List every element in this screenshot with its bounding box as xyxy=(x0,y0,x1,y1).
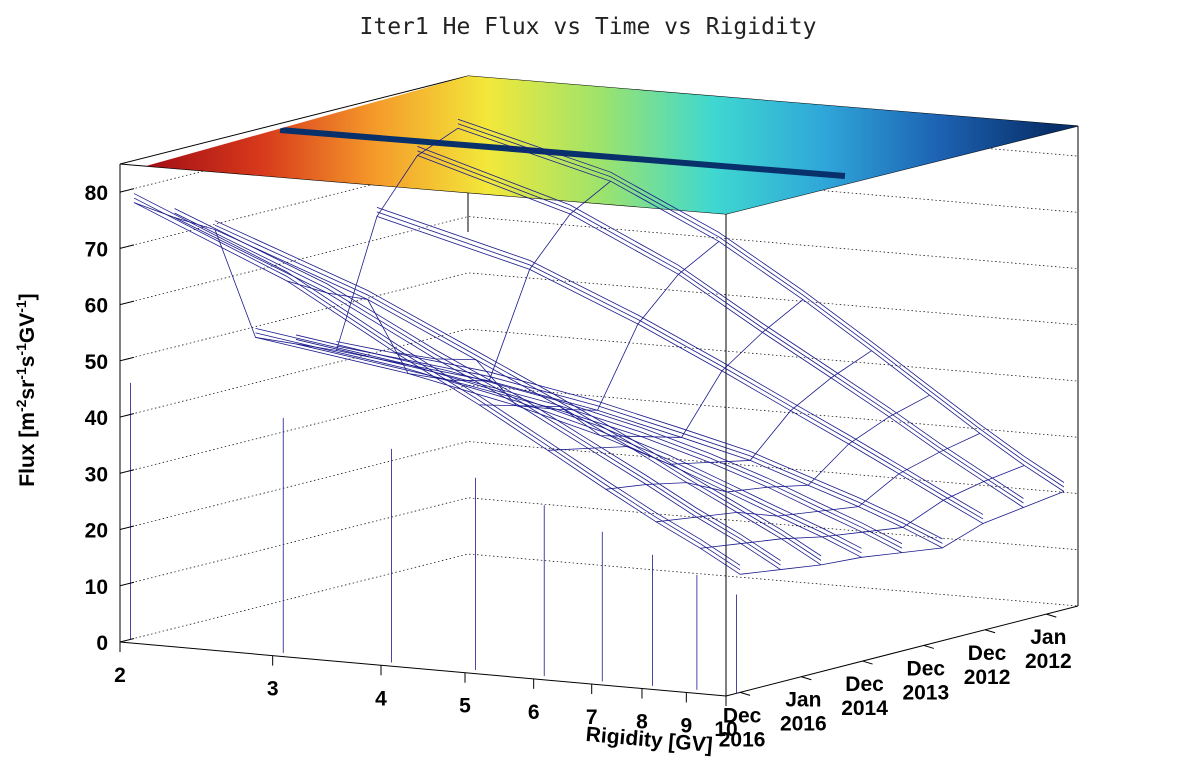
surface-line xyxy=(417,150,1024,504)
surface-line xyxy=(174,212,781,566)
surface-line xyxy=(255,328,862,549)
surface-line xyxy=(133,197,741,571)
z-tick xyxy=(119,244,135,249)
surface-line xyxy=(457,123,1065,488)
x-axis: 2 3 4 5 6 7 8 9 10 xyxy=(114,642,738,741)
z-tick xyxy=(119,525,135,531)
top-map-dark-band xyxy=(279,127,846,179)
gridline xyxy=(119,328,1079,418)
x-tick-label: 6 xyxy=(528,701,540,724)
surface-line xyxy=(255,332,862,554)
z-axis-label: Flux [m-2sr-1s-1GV-1] xyxy=(13,293,39,486)
time-tick xyxy=(1046,613,1057,618)
time-tick-label: Dec 2016 xyxy=(719,704,766,751)
time-tick xyxy=(984,629,996,634)
gridline xyxy=(119,553,1079,643)
top-color-map xyxy=(146,76,1078,214)
z-tick xyxy=(119,469,135,474)
z-tick-label: 20 xyxy=(85,520,108,543)
time-tick xyxy=(862,660,873,665)
surface-line xyxy=(376,207,984,515)
time-tick-label: Dec 2012 xyxy=(964,642,1011,689)
x-tick-label: 4 xyxy=(375,687,387,710)
surface-line xyxy=(214,220,822,557)
surface-line xyxy=(133,193,741,566)
x-tick-label: 7 xyxy=(586,706,598,729)
z-tick xyxy=(119,300,135,306)
surface-line xyxy=(336,345,943,544)
surface-line xyxy=(417,146,1024,499)
time-tick-label: Dec 2014 xyxy=(841,673,888,720)
z-tick-label: 30 xyxy=(85,463,108,486)
surface-line xyxy=(174,208,781,561)
surface-line xyxy=(214,224,822,561)
surface-line xyxy=(336,341,943,540)
x-tick-label: 10 xyxy=(714,718,737,741)
x-tick-label: 5 xyxy=(459,695,471,718)
surface-line xyxy=(479,299,804,438)
z-tick xyxy=(119,356,135,362)
gridline xyxy=(119,272,1079,362)
time-tick-label: Jan 2016 xyxy=(780,689,827,736)
z-tick xyxy=(119,413,135,418)
z-tick-label: 60 xyxy=(85,295,108,318)
time-axis: Dec 2016 Jan 2016 Dec 2014 Dec 2013 Dec 2012 Jan 20… xyxy=(719,613,1072,751)
x-tick-label: 2 xyxy=(114,664,126,687)
z-tick-label: 40 xyxy=(85,407,108,430)
surface-line xyxy=(286,180,611,382)
x-tick-label: 3 xyxy=(267,678,279,701)
z-tick xyxy=(119,581,135,587)
z-tick xyxy=(119,638,135,643)
surface-line xyxy=(547,350,872,465)
surface-line xyxy=(255,337,862,558)
surface-line xyxy=(395,241,720,411)
z-tick-label: 10 xyxy=(85,576,108,599)
surface-line xyxy=(656,433,981,523)
surface-line xyxy=(133,127,459,351)
time-tick-label: Jan 2012 xyxy=(1025,626,1072,673)
surface-line xyxy=(295,339,903,549)
surface-line xyxy=(700,465,1025,549)
chart-title: Iter1 He Flux vs Time vs Rigidity xyxy=(360,14,817,40)
z-tick-label: 70 xyxy=(85,238,108,261)
surface-line xyxy=(376,211,984,520)
x-axis-label: Rigidity [GV] xyxy=(585,723,714,757)
z-tick xyxy=(119,188,135,193)
surface-line xyxy=(457,118,1065,483)
gridline xyxy=(119,497,1079,587)
flux-surface-mesh xyxy=(130,118,1065,694)
z-axis: 0 10 20 30 40 50 60 70 80 xyxy=(85,182,135,655)
time-tick xyxy=(739,691,751,696)
surface-line xyxy=(605,394,930,493)
z-tick-label: 0 xyxy=(96,632,108,655)
surface-line xyxy=(740,491,1065,575)
top-color-map-plane xyxy=(146,76,1078,214)
x-tick-label: 8 xyxy=(636,711,648,734)
z-tick-label: 80 xyxy=(85,182,108,205)
time-tick xyxy=(801,676,812,681)
time-tick-label: Dec 2013 xyxy=(902,657,949,704)
z-tick-label: 50 xyxy=(85,351,108,374)
x-tick-label: 9 xyxy=(680,714,692,737)
time-tick xyxy=(923,644,934,649)
